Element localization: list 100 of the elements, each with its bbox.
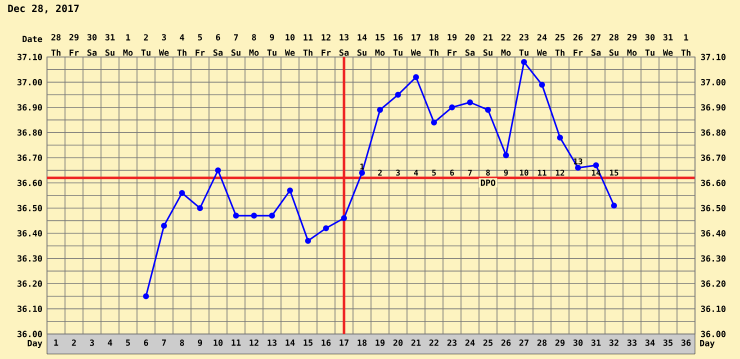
point: [521, 59, 528, 66]
x-tick-label: 31: [591, 340, 601, 346]
x-tick-label: 1: [54, 340, 58, 346]
point: [323, 225, 330, 232]
x2-axis-title: Date: [22, 36, 42, 42]
y2-tick-label: 36.80: [701, 129, 726, 136]
point: [449, 104, 456, 110]
text: Th: [51, 49, 60, 56]
x2-tick-label: 2: [144, 34, 148, 40]
point: [467, 99, 474, 106]
point: [485, 106, 492, 113]
x2-tick-label: 1: [684, 34, 688, 40]
x-tick-label: 30: [573, 340, 583, 346]
y-tick-label: 36.20: [18, 280, 42, 287]
y2-tick-label: 36.70: [701, 154, 726, 161]
point: [359, 170, 366, 176]
x2-tick-label: 28: [609, 34, 619, 40]
x2-tick-label: 29: [627, 34, 637, 40]
x-tick-label: 8: [180, 340, 184, 346]
x2-tick-label: 4: [180, 34, 184, 40]
y2-tick-label: 36.50: [701, 204, 726, 212]
y-tick-label: 36.90: [18, 104, 42, 111]
x-tick-label: 2: [72, 340, 76, 346]
x-tick-label: 10: [214, 340, 223, 346]
x-tick-label: 14: [286, 340, 295, 346]
y2-tick-label: 36.90: [701, 104, 726, 111]
text: Tu: [267, 50, 276, 56]
text: Mo: [123, 50, 133, 56]
x2-tick-label: 3: [162, 34, 166, 40]
point: [197, 205, 204, 212]
x-tick-label: 33: [627, 340, 637, 346]
point: [305, 238, 312, 244]
x-tick-label: 24: [465, 340, 475, 346]
point: [179, 190, 186, 196]
point: [575, 164, 582, 171]
y-tick-label: 37.00: [18, 78, 42, 86]
text: Th: [555, 49, 564, 56]
x-tick-label: 23: [447, 340, 457, 346]
x2-tick-label: 9: [270, 34, 274, 40]
x-tick-label: 7: [162, 340, 166, 346]
y-tick-label: 36.60: [18, 180, 42, 186]
x-tick-label: 16: [322, 340, 331, 346]
x-tick-label: 13: [268, 340, 277, 346]
x2-tick-label: 30: [645, 34, 655, 40]
x2-tick-label: 26: [573, 34, 583, 40]
x-tick-label: 5: [126, 340, 130, 346]
text: Mo: [375, 50, 385, 56]
text: Day: [700, 340, 715, 348]
text: Su: [231, 49, 240, 56]
text: Tu: [645, 50, 654, 56]
point: [215, 167, 222, 174]
x2-tick-label: 31: [663, 34, 673, 40]
x2-tick-label: 16: [394, 34, 403, 40]
x2-tick-label: 18: [430, 34, 439, 40]
y-tick-label: 36.10: [18, 306, 42, 312]
y-tick-label: 36.50: [18, 204, 42, 212]
text: We: [284, 50, 295, 56]
point: [413, 74, 420, 80]
text: Th: [681, 49, 690, 56]
chart-title: Dec 28, 2017: [8, 4, 79, 14]
y2-tick-label: 37.10: [701, 54, 726, 60]
point: [269, 212, 276, 219]
x2-tick-label: 23: [519, 34, 529, 40]
y-tick-label: 36.40: [18, 230, 42, 236]
point: [161, 222, 168, 229]
text: Su: [357, 49, 366, 56]
x2-tick-label: 15: [376, 34, 385, 40]
x2-tick-label: 5: [198, 34, 202, 40]
x2-tick-label: 6: [216, 34, 220, 40]
x-tick-label: 19: [376, 340, 385, 346]
x2-tick-label: 19: [448, 34, 457, 40]
x-tick-label: 32: [609, 340, 618, 346]
text: Sa: [339, 49, 349, 56]
x-axis-title: Day: [28, 340, 42, 348]
x-tick-label: 28: [537, 340, 547, 346]
point: [251, 212, 258, 219]
y-tick-label: 36.70: [18, 154, 42, 161]
y2-tick-label: 36.20: [701, 280, 726, 287]
text: Mo: [501, 50, 511, 56]
text: Sa: [87, 49, 97, 56]
text: Fr: [70, 50, 79, 56]
point: [593, 162, 600, 168]
x-tick-label: 36: [681, 340, 691, 346]
x2-tick-label: 11: [304, 34, 313, 40]
x2-tick-label: 1: [126, 34, 130, 40]
x2-tick-label: 22: [501, 34, 510, 40]
x-tick-label: 25: [483, 340, 493, 346]
x-tick-label: 27: [519, 340, 528, 346]
x-tick-label: 3: [90, 340, 94, 346]
text: Tu: [393, 50, 402, 56]
x2-tick-label: 7: [234, 34, 238, 40]
text: Sa: [465, 49, 475, 56]
point: [611, 202, 618, 209]
y2-tick-label: 36.60: [701, 180, 726, 186]
x2-tick-label: 13: [340, 34, 349, 40]
x2-tick-label: 24: [537, 34, 547, 40]
ref-line-label: DPO: [480, 180, 496, 186]
text: Fr: [448, 50, 457, 56]
text: Su: [105, 49, 114, 56]
x-tick-label: 18: [358, 340, 367, 346]
